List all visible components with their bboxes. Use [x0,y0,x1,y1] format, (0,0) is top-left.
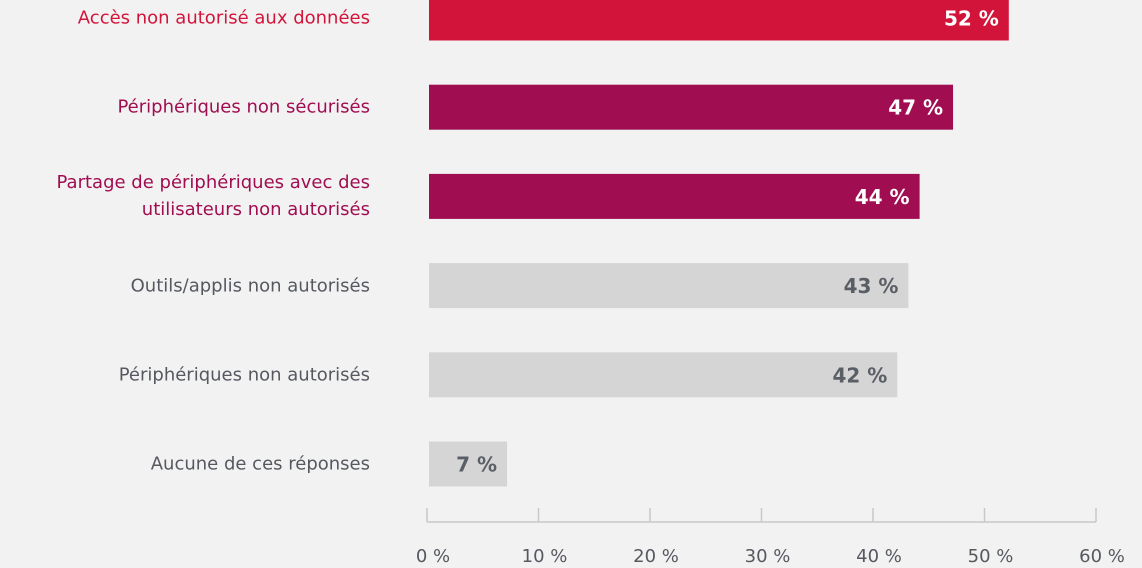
x-tick-label: 20 % [633,546,679,567]
bar [429,173,920,219]
bar [429,352,898,398]
bar [429,441,508,487]
x-tick-label: 30 % [745,546,791,567]
bar [429,263,909,309]
value-label: 7 % [456,453,497,477]
value-label: 47 % [888,96,943,120]
x-tick-label: 50 % [968,546,1014,567]
x-tick-label: 10 % [522,546,568,567]
value-label: 43 % [844,274,899,298]
category-label: Aucune de ces réponses [150,453,370,475]
x-tick-label: 40 % [856,546,902,567]
category-label: Partage de périphériques avec des utilis… [56,172,370,221]
category-label: Périphériques non autorisés [118,364,370,386]
category-label: Outils/applis non autorisés [130,275,370,297]
category-label: Périphériques non sécurisés [117,96,370,118]
bar [429,84,954,130]
x-tick-label: 60 % [1079,546,1125,567]
value-label: 52 % [944,7,999,31]
value-label: 42 % [832,363,887,387]
x-tick-label: 0 % [416,546,450,567]
bar [429,0,1009,41]
value-label: 44 % [855,185,910,209]
category-label: Accès non autorisé aux données [77,7,370,29]
